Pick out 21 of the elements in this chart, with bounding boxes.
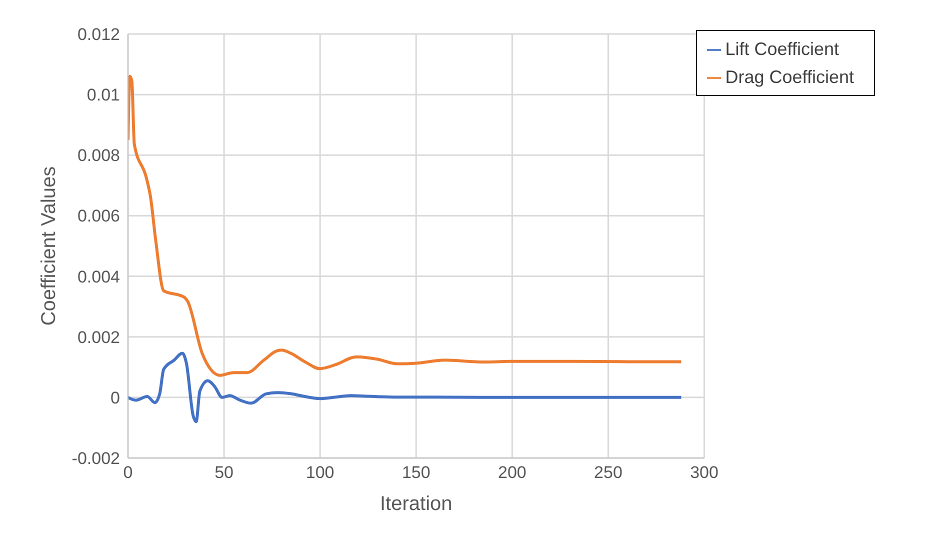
y-tick-label: 0.002 bbox=[77, 328, 120, 347]
y-tick-label: -0.002 bbox=[72, 449, 120, 468]
y-tick-label: 0.006 bbox=[77, 206, 120, 226]
y-axis-title: Coefficient Values bbox=[38, 166, 60, 326]
line-series bbox=[128, 74, 683, 377]
line-series bbox=[128, 352, 683, 424]
x-tick-label: 200 bbox=[498, 463, 526, 482]
y-tick-label: 0.004 bbox=[77, 267, 120, 286]
x-tick-label: 50 bbox=[214, 463, 234, 482]
y-tick-label: 0.012 bbox=[77, 25, 120, 44]
legend-label: Drag Coefficient bbox=[725, 67, 854, 87]
y-tick-label: 0 bbox=[110, 388, 120, 408]
x-tick-label: 0 bbox=[123, 463, 133, 482]
x-tick-label: 100 bbox=[306, 463, 334, 482]
y-tick-label: 0.008 bbox=[77, 146, 120, 166]
x-tick-label: 300 bbox=[690, 463, 718, 482]
x-axis-title: Iteration bbox=[380, 493, 452, 515]
x-tick-label: 150 bbox=[402, 463, 430, 482]
x-tick-label: 250 bbox=[594, 463, 622, 482]
legend-label: Lift Coefficient bbox=[725, 39, 839, 59]
y-tick-label: 0.01 bbox=[86, 86, 120, 105]
